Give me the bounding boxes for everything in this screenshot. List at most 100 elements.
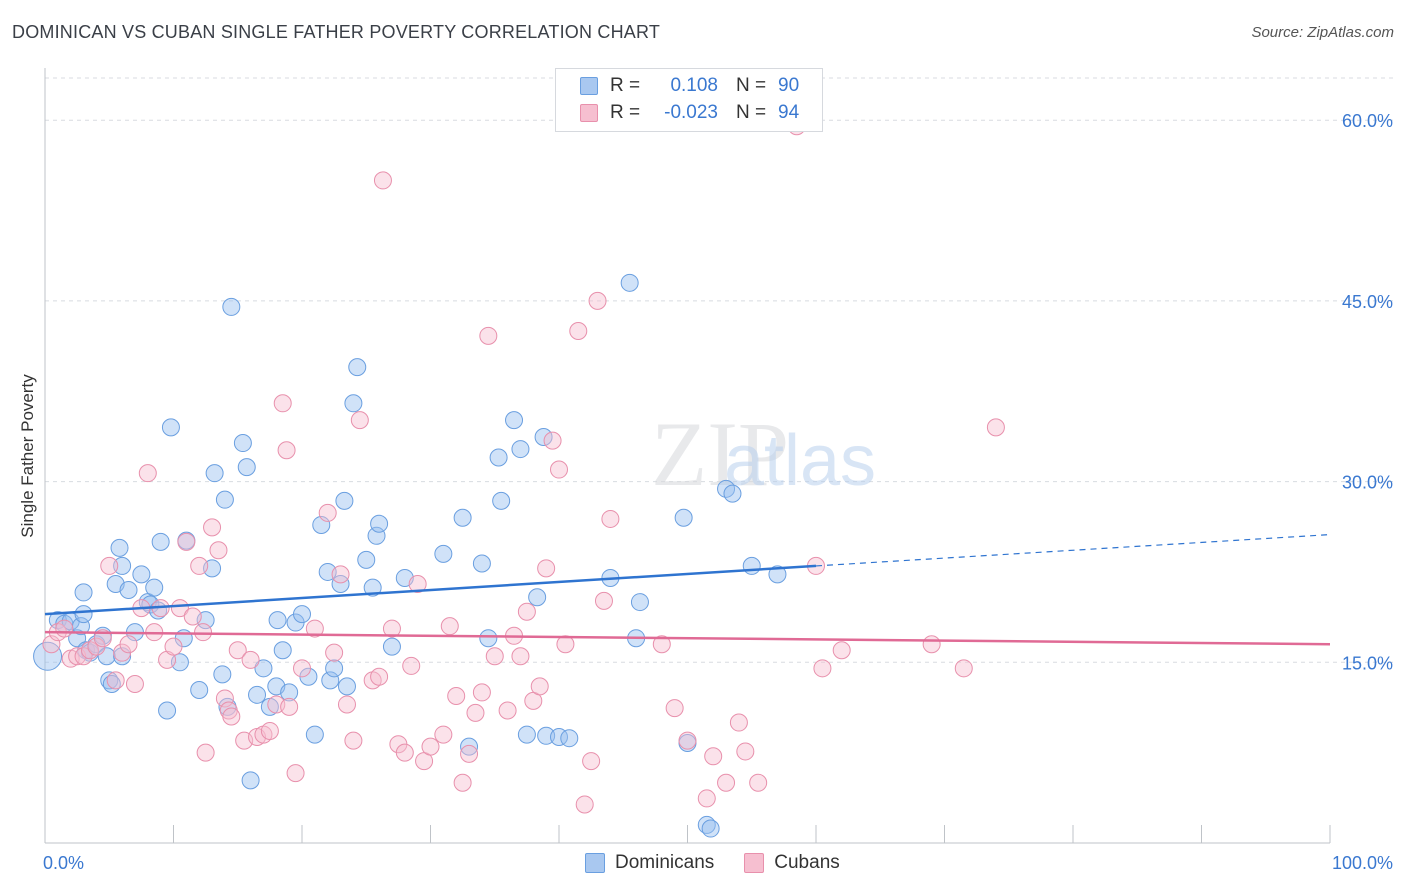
point-cubans bbox=[228, 641, 247, 660]
point-dominicans bbox=[630, 593, 649, 612]
y-tick-label: 30.0% bbox=[1342, 473, 1393, 493]
point-cubans bbox=[537, 559, 556, 578]
point-dominicans bbox=[145, 578, 164, 597]
point-dominicans bbox=[742, 556, 761, 575]
legend-n-value: 90 bbox=[778, 75, 800, 96]
correlation-legend: R = 0.108 N = 90 R = -0.023 N = 94 bbox=[555, 68, 823, 132]
point-cubans bbox=[729, 713, 748, 732]
point-dominicans bbox=[528, 588, 547, 607]
axes bbox=[44, 68, 1331, 844]
point-cubans bbox=[550, 460, 568, 479]
legend-n-label: N = bbox=[736, 75, 767, 96]
point-cubans bbox=[530, 677, 549, 696]
point-dominicans bbox=[268, 611, 287, 630]
point-cubans bbox=[472, 683, 491, 702]
legend-item-dominicans[interactable]: Dominicans bbox=[585, 852, 714, 874]
point-cubans bbox=[511, 647, 530, 666]
point-cubans bbox=[434, 725, 453, 744]
legend-n-label: N = bbox=[736, 102, 767, 123]
point-cubans bbox=[556, 635, 575, 654]
point-dominicans bbox=[560, 729, 579, 748]
point-cubans bbox=[402, 656, 421, 675]
point-cubans bbox=[594, 591, 613, 610]
point-dominicans bbox=[215, 490, 234, 509]
point-cubans bbox=[813, 659, 832, 678]
point-dominicans bbox=[241, 771, 260, 790]
trend-lines bbox=[44, 534, 1331, 646]
point-dominicans bbox=[370, 514, 389, 533]
point-dominicans bbox=[74, 583, 93, 602]
point-cubans bbox=[440, 617, 459, 636]
point-cubans bbox=[325, 643, 344, 662]
point-cubans bbox=[293, 659, 311, 678]
y-tick-label: 60.0% bbox=[1342, 111, 1393, 131]
point-cubans bbox=[331, 565, 350, 584]
point-cubans bbox=[749, 773, 768, 792]
point-dominicans bbox=[472, 554, 491, 573]
point-cubans bbox=[665, 699, 684, 718]
point-cubans bbox=[55, 619, 74, 638]
point-dominicans bbox=[325, 659, 344, 678]
point-cubans bbox=[479, 326, 498, 345]
point-cubans bbox=[170, 599, 189, 618]
point-cubans bbox=[158, 650, 177, 669]
x-tick-label: 0.0% bbox=[43, 853, 84, 873]
point-cubans bbox=[164, 637, 183, 656]
point-cubans bbox=[106, 671, 125, 690]
legend-row-cubans: R = -0.023 N = 94 bbox=[580, 100, 799, 126]
legend-swatch-dominicans bbox=[585, 853, 605, 873]
point-cubans bbox=[215, 689, 234, 708]
point-cubans bbox=[337, 695, 356, 714]
point-dominicans bbox=[190, 681, 209, 700]
y-axis-label: Single Father Poverty bbox=[18, 374, 37, 538]
legend-label-cubans: Cubans bbox=[774, 852, 840, 873]
point-cubans bbox=[183, 607, 202, 626]
point-cubans bbox=[601, 509, 620, 528]
point-cubans bbox=[498, 701, 517, 720]
point-dominicans bbox=[68, 629, 87, 648]
point-dominicans bbox=[537, 726, 556, 745]
point-cubans bbox=[466, 703, 485, 722]
legend-n-value: 94 bbox=[778, 102, 800, 123]
point-cubans bbox=[717, 773, 736, 792]
point-cubans bbox=[485, 647, 504, 666]
legend-label-dominicans: Dominicans bbox=[615, 852, 715, 873]
point-dominicans bbox=[367, 526, 386, 545]
point-cubans bbox=[203, 518, 222, 537]
point-dominicans bbox=[273, 641, 292, 660]
point-cubans bbox=[350, 411, 369, 430]
point-cubans bbox=[453, 773, 472, 792]
point-dominicans bbox=[33, 641, 63, 671]
point-dominicans bbox=[293, 605, 311, 624]
point-dominicans bbox=[534, 428, 553, 447]
legend-r-value: 0.108 bbox=[670, 75, 718, 96]
point-dominicans bbox=[331, 574, 350, 593]
point-dominicans bbox=[460, 737, 479, 756]
y-tick-label: 15.0% bbox=[1342, 653, 1393, 673]
point-dominicans bbox=[280, 683, 299, 702]
point-dominicans bbox=[321, 671, 340, 690]
point-dominicans bbox=[248, 685, 267, 704]
point-dominicans bbox=[382, 637, 401, 656]
point-cubans bbox=[986, 418, 1005, 437]
point-dominicans bbox=[723, 484, 742, 503]
point-cubans bbox=[678, 731, 697, 750]
chart-title: DOMINICAN VS CUBAN SINGLE FATHER POVERTY… bbox=[12, 22, 661, 42]
point-cubans bbox=[652, 635, 671, 654]
point-cubans bbox=[954, 659, 973, 678]
series-legend: Dominicans Cubans bbox=[585, 852, 870, 874]
trend-line-cubans bbox=[44, 630, 1331, 646]
point-cubans bbox=[209, 541, 228, 560]
point-dominicans bbox=[233, 434, 252, 453]
x-tick-label: 100.0% bbox=[1332, 853, 1393, 873]
point-cubans bbox=[138, 464, 157, 483]
legend-item-cubans[interactable]: Cubans bbox=[744, 852, 840, 874]
legend-swatch-dominicans bbox=[580, 77, 598, 95]
legend-swatch-cubans bbox=[744, 853, 765, 873]
point-dominicans bbox=[110, 538, 129, 557]
point-dominicans bbox=[344, 394, 363, 413]
trend-line-dominicans bbox=[44, 564, 817, 616]
point-cubans bbox=[241, 650, 260, 669]
point-dominicans bbox=[119, 581, 138, 600]
